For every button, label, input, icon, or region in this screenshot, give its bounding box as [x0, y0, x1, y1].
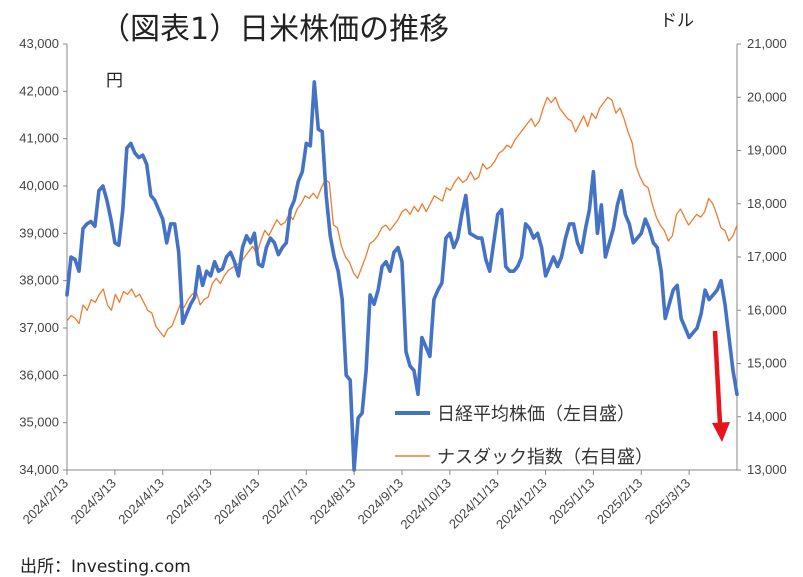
nikkei-line — [65, 80, 739, 472]
right-axis-tick-label: 17,000 — [747, 249, 787, 264]
left-axis-tick-label: 37,000 — [19, 320, 59, 335]
left-axis-tick-label: 36,000 — [19, 367, 59, 382]
x-axis-tick-label: 2024/6/13 — [211, 476, 263, 528]
left-axis-tick-label: 42,000 — [19, 83, 59, 98]
left-axis-tick-label: 38,000 — [19, 273, 59, 288]
x-axis-tick-label: 2024/12/13 — [493, 476, 550, 533]
chart-legend: 日経平均株価（左目盛） ナスダック指数（右目盛） — [395, 404, 653, 468]
x-axis-tick-label: 2024/5/13 — [163, 476, 215, 528]
x-axis-tick-label: 2024/2/13 — [20, 476, 72, 528]
left-axis-unit: 円 — [106, 71, 123, 91]
left-axis-tick-label: 35,000 — [19, 415, 59, 430]
x-axis-tick-label: 2024/7/13 — [259, 476, 311, 528]
x-axis-tick-label: 2024/3/13 — [67, 476, 119, 528]
nasdaq-line — [66, 96, 738, 338]
right-axis-tick-label: 21,000 — [747, 36, 787, 51]
source-note: 出所：Investing.com — [20, 557, 191, 577]
right-axis-tick-label: 13,000 — [747, 462, 787, 477]
chart-series — [65, 80, 739, 472]
left-axis-tick-label: 39,000 — [19, 225, 59, 240]
right-axis-unit: ドル — [660, 11, 694, 31]
left-axis-tick-label: 40,000 — [19, 178, 59, 193]
x-axis-tick-label: 2025/1/13 — [546, 476, 598, 528]
red-arrow-head — [712, 422, 730, 442]
right-axis-tick-label: 20,000 — [747, 89, 787, 104]
right-axis-tick-label: 19,000 — [747, 143, 787, 158]
x-axis-tick-label: 2024/4/13 — [115, 476, 167, 528]
right-axis-tick-label: 15,000 — [747, 356, 787, 371]
legend-nikkei-label: 日経平均株価（左目盛） — [437, 404, 635, 425]
x-axis-tick-label: 2025/3/13 — [642, 476, 694, 528]
left-axis-tick-label: 41,000 — [19, 131, 59, 146]
x-axis-tick-label: 2025/2/13 — [594, 476, 646, 528]
legend-nasdaq-label: ナスダック指数（右目盛） — [437, 447, 653, 468]
right-axis-tick-label: 14,000 — [747, 409, 787, 424]
red-arrow-shaft — [712, 330, 723, 425]
x-axis-tick-label: 2024/10/13 — [397, 476, 454, 533]
left-axis-tick-label: 34,000 — [19, 462, 59, 477]
page-title: （図表1）日米株価の推移 — [100, 12, 450, 47]
chart-annotations — [712, 330, 730, 442]
right-axis-tick-label: 16,000 — [747, 302, 787, 317]
left-axis-tick-label: 43,000 — [19, 36, 59, 51]
x-axis-tick-label: 2024/8/13 — [307, 476, 359, 528]
right-axis-tick-label: 18,000 — [747, 196, 787, 211]
